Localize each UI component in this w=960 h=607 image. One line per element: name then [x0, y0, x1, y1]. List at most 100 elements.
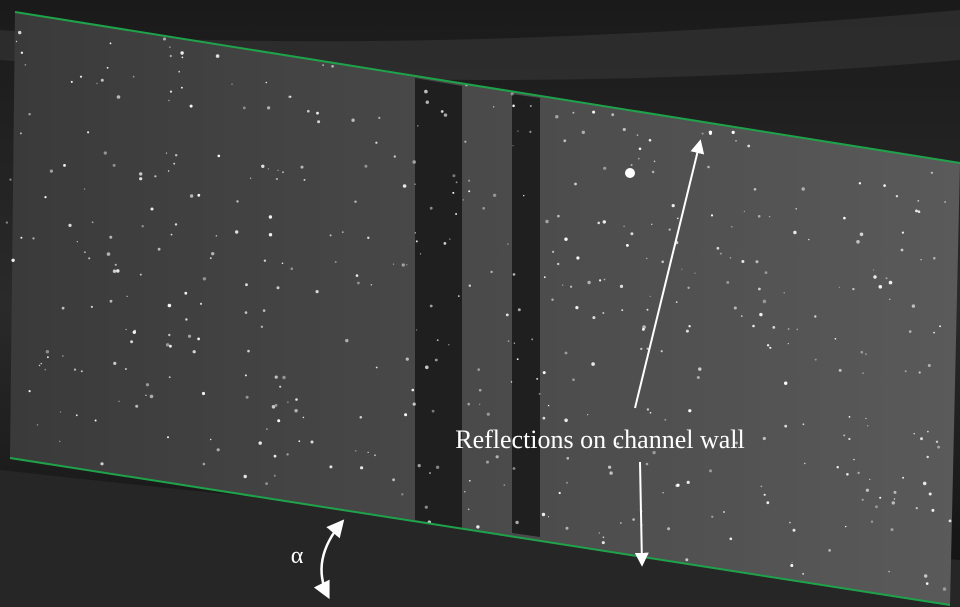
particle [342, 231, 344, 233]
particle [197, 194, 200, 197]
particle [274, 455, 277, 458]
particle [32, 237, 34, 239]
particle [261, 326, 263, 328]
particle [371, 284, 373, 286]
particle [928, 364, 931, 367]
particle [730, 257, 732, 259]
particle [218, 155, 221, 158]
particle [20, 237, 22, 239]
particle [894, 491, 897, 494]
particle [843, 434, 845, 436]
particle [414, 184, 415, 185]
particle [393, 264, 394, 265]
particle [924, 574, 927, 577]
particle [676, 301, 678, 303]
particle [468, 509, 470, 511]
particle [539, 393, 541, 395]
particle [555, 115, 558, 118]
particle [914, 433, 915, 434]
particle [169, 345, 172, 348]
particle [182, 57, 184, 59]
particle [609, 471, 612, 474]
particle [929, 493, 932, 496]
particle [104, 151, 107, 154]
particle [107, 252, 111, 256]
particle [542, 513, 545, 516]
particle [848, 438, 850, 440]
particle [259, 441, 262, 444]
particle [413, 403, 416, 406]
particle [158, 248, 161, 251]
particle [517, 130, 518, 131]
particle [236, 200, 238, 202]
particle [676, 484, 679, 487]
particle [511, 381, 512, 382]
particle [944, 201, 945, 202]
particle [883, 184, 886, 187]
particle [564, 238, 567, 241]
particle [557, 263, 559, 265]
particle [646, 463, 649, 466]
particle [84, 188, 85, 189]
particle [175, 154, 177, 156]
particle [862, 499, 864, 501]
particle [392, 478, 395, 481]
particle [170, 55, 172, 57]
particle [107, 67, 109, 69]
particle [862, 372, 864, 374]
particle [905, 370, 907, 372]
particle [572, 378, 575, 381]
particle [429, 472, 431, 474]
particle [178, 71, 180, 73]
particle [173, 163, 175, 165]
particle [523, 195, 524, 196]
particle [316, 112, 319, 115]
particle [599, 532, 601, 534]
particle [754, 188, 757, 191]
particle [543, 371, 546, 374]
particle [115, 264, 117, 266]
particle [62, 355, 64, 357]
particle [623, 226, 625, 228]
particle [756, 260, 759, 263]
particle [931, 172, 933, 174]
particle [117, 95, 121, 99]
particle [163, 38, 166, 41]
particle [441, 110, 444, 113]
particle [175, 223, 177, 225]
particle [731, 226, 733, 228]
particle [200, 303, 202, 305]
particle [168, 334, 170, 336]
particle [216, 235, 218, 237]
particle [356, 274, 359, 277]
particle [815, 359, 817, 361]
particle [277, 170, 278, 171]
particle [44, 196, 46, 198]
particle [667, 527, 670, 530]
particle [901, 249, 904, 252]
particle [599, 279, 601, 281]
particle [190, 105, 193, 108]
particle [933, 332, 935, 334]
particle [931, 509, 934, 512]
particle [866, 489, 869, 492]
particle [298, 440, 300, 442]
particle [763, 300, 767, 304]
particle [793, 529, 796, 532]
particle [896, 195, 898, 197]
particle [246, 396, 249, 399]
particle [145, 395, 146, 396]
particle [860, 233, 864, 237]
particle [243, 107, 246, 110]
particle [50, 170, 53, 173]
particle [918, 210, 921, 213]
particle [852, 288, 854, 290]
particle [140, 274, 142, 276]
particle [303, 417, 305, 419]
particle [792, 562, 793, 563]
particle [171, 234, 173, 236]
particle [16, 41, 17, 42]
particle [552, 251, 554, 253]
particle [92, 221, 94, 223]
particle [203, 277, 206, 280]
